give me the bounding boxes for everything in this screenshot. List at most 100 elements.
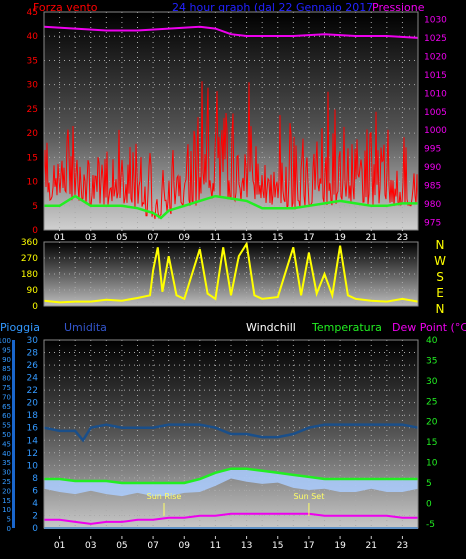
hour-label-11: 11 <box>210 541 221 551</box>
humidity-tick-28: 28 <box>27 349 39 359</box>
hour-label-01: 01 <box>54 233 65 243</box>
panel-direction-border <box>43 241 419 307</box>
direction-tick-270: 270 <box>21 254 38 264</box>
rain-tick-45: 45 <box>2 440 11 448</box>
hour-label-05: 05 <box>116 541 127 551</box>
wind-tick-15: 15 <box>27 153 38 163</box>
temp-tick-0: 0 <box>426 499 432 509</box>
temp-tick-15: 15 <box>426 438 437 448</box>
temp-tick-35: 35 <box>426 356 437 366</box>
direction-line <box>43 240 419 304</box>
hour-label-03: 03 <box>85 541 96 551</box>
rain-tick-40: 40 <box>2 450 11 458</box>
rain-tick-55: 55 <box>2 422 11 430</box>
annotation-0: Sun Rise <box>147 492 182 501</box>
annotation-1: Sun Set <box>293 492 324 501</box>
rain-tick-65: 65 <box>2 403 11 411</box>
hour-label-09: 09 <box>179 233 191 243</box>
rain-tick-5: 5 <box>7 516 11 524</box>
hour-label-01: 01 <box>54 541 65 551</box>
direction-tick-360: 360 <box>21 238 38 248</box>
pressure-tick-1030: 1030 <box>424 15 447 25</box>
wind-tick-25: 25 <box>27 105 38 115</box>
humidity-tick-0: 0 <box>32 524 38 534</box>
pressure-tick-1005: 1005 <box>424 108 447 118</box>
pressure-tick-990: 990 <box>424 163 441 173</box>
humidity-tick-18: 18 <box>27 411 39 421</box>
pressure-line <box>43 25 419 39</box>
sun-annotations: Sun Rise Sun Set <box>147 492 324 516</box>
temp-tick-10: 10 <box>426 459 438 469</box>
wind-tick-10: 10 <box>27 178 39 188</box>
pressure-tick-975: 975 <box>424 219 441 229</box>
hour-label-13: 13 <box>241 541 252 551</box>
hour-label-03: 03 <box>85 233 96 243</box>
temp-tick-40: 40 <box>426 336 438 346</box>
wind-tick-0: 0 <box>32 226 38 236</box>
wind-tick-5: 5 <box>32 202 38 212</box>
humidity-line <box>43 423 419 443</box>
pressure-tick-1010: 1010 <box>424 89 447 99</box>
humidity-tick-30: 30 <box>27 336 39 346</box>
header-humidity-label: Umidita <box>64 321 107 334</box>
rain-tick-75: 75 <box>2 384 11 392</box>
humidity-tick-14: 14 <box>27 436 39 446</box>
hour-label-23: 23 <box>397 541 408 551</box>
hour-label-05: 05 <box>116 233 127 243</box>
hour-label-17: 17 <box>303 233 314 243</box>
pressure-tick-1025: 1025 <box>424 34 447 44</box>
dewpoint-line <box>44 512 418 525</box>
panel-wind-border <box>43 11 419 231</box>
humidity-tick-16: 16 <box>27 424 39 434</box>
temp-tick-5: 5 <box>426 479 432 489</box>
humidity-tick-22: 22 <box>27 386 38 396</box>
humidity-tick-10: 10 <box>27 461 39 471</box>
rain-tick-50: 50 <box>2 431 11 439</box>
compass-label-0: N <box>436 238 445 252</box>
hour-label-23: 23 <box>397 233 408 243</box>
humidity-tick-12: 12 <box>27 449 38 459</box>
pressure-tick-1015: 1015 <box>424 71 447 81</box>
pressure-tick-995: 995 <box>424 145 441 155</box>
pressure-tick-1020: 1020 <box>424 52 447 62</box>
header-dewpoint-label: Dew Point (°C) <box>392 321 466 334</box>
rain-tick-100: 100 <box>0 337 11 345</box>
hour-label-15: 15 <box>272 233 283 243</box>
wind-tick-40: 40 <box>27 32 39 42</box>
humidity-tick-6: 6 <box>32 486 38 496</box>
direction-tick-0: 0 <box>32 302 38 312</box>
rain-tick-85: 85 <box>2 365 11 373</box>
hour-label-21: 21 <box>366 233 377 243</box>
rain-axis-bar <box>12 340 15 528</box>
temp-tick-30: 30 <box>426 377 438 387</box>
temperature-band <box>44 468 418 497</box>
hour-label-13: 13 <box>241 233 252 243</box>
rain-tick-20: 20 <box>2 487 11 495</box>
humidity-tick-8: 8 <box>32 474 38 484</box>
hour-label-19: 19 <box>334 541 346 551</box>
humidity-tick-2: 2 <box>32 511 38 521</box>
rain-tick-90: 90 <box>2 356 11 364</box>
direction-tick-90: 90 <box>27 286 39 296</box>
hour-label-07: 07 <box>147 541 158 551</box>
panel-temp-hour-labels: 01 03 05 07 09 11 13 15 17 19 21 23 <box>54 536 408 551</box>
wind-tick-20: 20 <box>27 129 39 139</box>
panel-temp-border <box>43 339 419 529</box>
rain-tick-95: 95 <box>2 346 11 354</box>
wind-tick-35: 35 <box>27 56 38 66</box>
header-windchill-label: Windchill <box>246 321 296 334</box>
temp-tick-20: 20 <box>426 418 438 428</box>
rain-tick-60: 60 <box>2 412 11 420</box>
rain-tick-35: 35 <box>2 459 11 467</box>
pressure-tick-980: 980 <box>424 200 441 210</box>
wind-tick-45: 45 <box>27 8 38 18</box>
header-temperature-label: Temperatura <box>311 321 382 334</box>
wind-axis-ticks: 0 5 10 15 20 25 30 35 40 45 <box>27 8 39 236</box>
wind-tick-30: 30 <box>27 81 39 91</box>
hour-label-11: 11 <box>210 233 221 243</box>
panel-direction-background <box>44 242 418 306</box>
rain-tick-70: 70 <box>2 393 11 401</box>
